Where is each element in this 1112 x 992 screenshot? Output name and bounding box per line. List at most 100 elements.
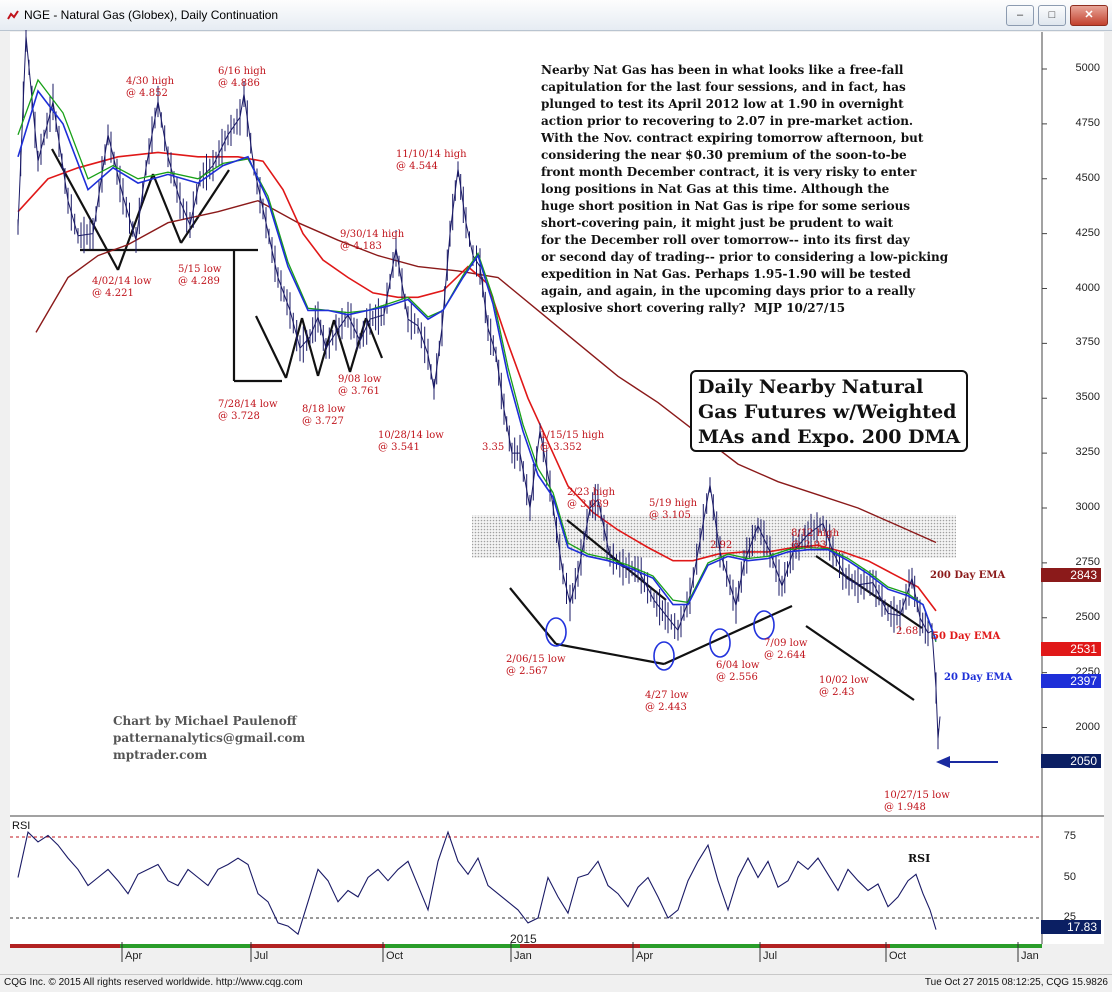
price-tick-label: 2750 — [1075, 555, 1100, 568]
month-tick-label: Oct — [889, 950, 907, 962]
ema200-line — [35, 199, 937, 544]
annotation: 8/12 high @ 2.93 — [791, 528, 840, 551]
year-label: 2015 — [510, 932, 537, 946]
time-axis-segment — [250, 944, 385, 948]
rsi-series-label: RSI — [908, 852, 931, 865]
price-chart[interactable] — [0, 30, 1112, 974]
annotation: 5/15 low @ 4.289 — [178, 264, 222, 287]
trend-line — [815, 555, 923, 629]
price-tick-label: 2500 — [1075, 610, 1100, 623]
window-title: NGE - Natural Gas (Globex), Daily Contin… — [24, 8, 279, 22]
ema50-price-tag: 2531 — [1041, 642, 1101, 656]
credit-author: Chart by Michael Paulenoff — [113, 714, 297, 728]
time-axis-segment — [10, 944, 120, 948]
annotation: 10/02 low @ 2.43 — [819, 675, 869, 698]
annotation: 4/30 high @ 4.852 — [126, 76, 175, 99]
rsi-tick-label: 75 — [1063, 830, 1076, 842]
pivot-circle — [653, 641, 675, 671]
ema50-label: 50 Day EMA — [932, 631, 1001, 642]
month-tick-label: Jul — [254, 950, 269, 962]
time-axis-bar — [10, 942, 1042, 962]
credit-site: mptrader.com — [113, 748, 208, 762]
timestamp-text: Tue Oct 27 2015 08:12:25, CQG 15.9826 — [924, 977, 1108, 988]
annotation: 2/06/15 low @ 2.567 — [506, 654, 566, 677]
annotation: 9/08 low @ 3.761 — [338, 374, 382, 397]
annotation: 5/19 high @ 3.105 — [649, 498, 698, 521]
annotation: 9/30/14 high @ 4.183 — [340, 229, 405, 252]
annotation: 7/09 low @ 2.644 — [764, 638, 808, 661]
ema20-line — [17, 89, 937, 641]
annotation: 2/23 high @ 3.039 — [567, 487, 616, 510]
annotation: 11/10/14 high @ 4.544 — [396, 149, 467, 172]
price-tick-label: 4000 — [1075, 281, 1100, 294]
price-tick-label: 4250 — [1075, 226, 1100, 239]
annotation: 1/15/15 high @ 3.352 — [540, 430, 605, 453]
last-price-tag: 2050 — [1041, 754, 1101, 768]
trend-line — [284, 317, 304, 379]
trend-line — [509, 587, 557, 645]
trend-line — [364, 317, 384, 359]
close-button[interactable]: ✕ — [1070, 5, 1108, 26]
month-tick-label: Apr — [125, 950, 143, 962]
pivot-circle — [709, 628, 731, 658]
ema200-label: 200 Day EMA — [930, 570, 1006, 581]
trend-line — [180, 169, 230, 244]
trend-line — [151, 173, 183, 244]
ema20-price-tag: 2397 — [1041, 674, 1101, 688]
price-tick-label: 4750 — [1075, 116, 1100, 129]
pivot-circle — [545, 617, 567, 647]
price-tick-label: 4500 — [1075, 171, 1100, 184]
status-footer: CQG Inc. © 2015 All rights reserved worl… — [0, 974, 1112, 992]
price-tick-label: 3500 — [1075, 391, 1100, 404]
annotation: 7/28/14 low @ 3.728 — [218, 399, 278, 422]
time-axis-segment — [760, 944, 890, 948]
time-axis-segment — [520, 944, 640, 948]
time-axis-segment — [385, 944, 520, 948]
annotation: 3.35 — [482, 442, 505, 453]
commentary-text: Nearby Nat Gas has been in what looks li… — [541, 63, 949, 315]
rsi-line — [17, 830, 937, 936]
trend-line — [116, 173, 155, 271]
credit-email: patternanalytics@gmail.com — [113, 731, 306, 745]
resistance-zone — [472, 515, 956, 558]
price-tick-label: 3250 — [1075, 446, 1100, 459]
chart-app-icon — [7, 10, 19, 20]
arrow-head — [936, 756, 950, 768]
pivot-circle — [753, 610, 775, 640]
rsi-value-tag: 17.83 — [1041, 920, 1101, 934]
chart-title-box: Daily Nearby Natural Gas Futures w/Weigh… — [690, 370, 968, 452]
price-axis — [1042, 32, 1104, 944]
annotation: 10/28/14 low @ 3.541 — [378, 430, 444, 453]
annotation: 6/16 high @ 4.886 — [218, 66, 267, 89]
price-line — [17, 36, 941, 739]
rsi-tick-label: 50 — [1063, 870, 1076, 883]
ema200-price-tag: 2843 — [1041, 568, 1101, 582]
month-tick-label: Jul — [763, 950, 778, 962]
rsi-panel — [10, 830, 1042, 936]
trend-line — [332, 319, 352, 373]
trend-line — [300, 317, 320, 377]
time-axis-segment — [120, 944, 250, 948]
chart-credit: Chart by Michael Paulenoff patternanalyt… — [113, 713, 305, 764]
price-tick-label: 3000 — [1075, 501, 1100, 513]
price-tick-label: 5000 — [1075, 62, 1100, 74]
annotation: 8/18 low @ 3.727 — [302, 404, 346, 427]
minimize-button[interactable]: – — [1006, 5, 1034, 26]
annotation: 4/27 low @ 2.443 — [645, 690, 689, 713]
restore-button[interactable]: □ — [1038, 5, 1066, 26]
annotation: 4/02/14 low @ 4.221 — [92, 276, 152, 299]
annotation: 6/04 low @ 2.556 — [716, 660, 760, 683]
series-layer — [17, 30, 1047, 750]
price-tick-label: 2000 — [1075, 720, 1100, 733]
ema20-label: 20 Day EMA — [944, 672, 1013, 683]
annotation: 10/27/15 low @ 1.948 — [884, 790, 950, 813]
time-axis-segment — [640, 944, 760, 948]
trend-line — [555, 642, 665, 666]
wma-line — [17, 78, 937, 643]
trend-line — [805, 625, 915, 701]
time-axis-segment — [890, 944, 1042, 948]
month-tick-label: Oct — [386, 950, 404, 962]
annotation: 2.92 — [710, 540, 733, 551]
trend-line — [255, 315, 287, 379]
annotation: 2.68 — [896, 626, 919, 637]
